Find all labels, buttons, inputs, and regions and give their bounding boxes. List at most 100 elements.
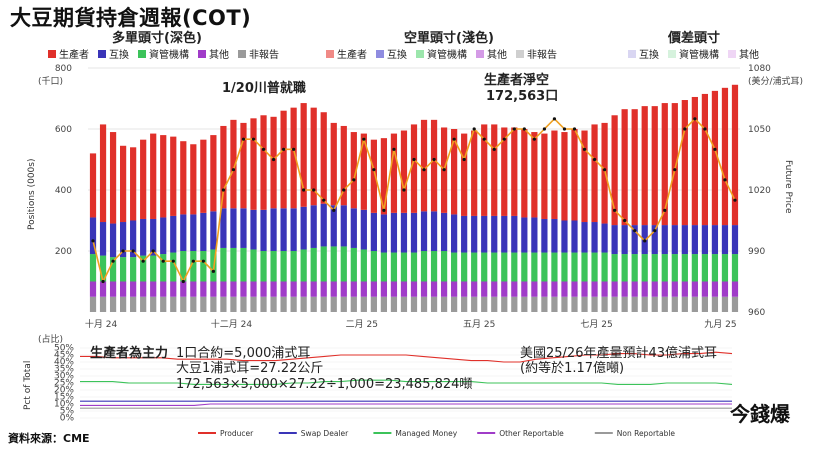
bar-segment bbox=[270, 281, 277, 297]
producer-main-label: 生產者為主力 bbox=[90, 345, 168, 361]
bar-segment bbox=[521, 129, 528, 218]
bar-segment bbox=[300, 296, 307, 312]
bar-segment bbox=[651, 281, 658, 297]
bar-segment bbox=[481, 215, 488, 253]
x-tick-label: 十月 24 bbox=[85, 318, 118, 330]
bar-segment bbox=[721, 296, 729, 312]
bar-segment bbox=[390, 212, 398, 253]
bar-segment bbox=[651, 296, 658, 312]
bar-segment bbox=[300, 281, 307, 297]
bar-segment bbox=[200, 281, 207, 297]
pct-y-tick-label: 5% bbox=[60, 407, 75, 417]
bar-segment bbox=[571, 296, 578, 312]
bar-segment bbox=[140, 139, 147, 219]
bar-segment bbox=[109, 132, 117, 224]
bar-segment bbox=[701, 281, 709, 297]
bar-segment bbox=[140, 296, 147, 312]
bar-segment bbox=[320, 203, 327, 247]
pct-legend-label: Other Reportable bbox=[499, 429, 564, 438]
bar-segment bbox=[601, 281, 608, 297]
bar-segment bbox=[611, 254, 618, 282]
bar-segment bbox=[591, 222, 598, 253]
pct-y-tick-label: 25% bbox=[54, 379, 74, 389]
bar-segment bbox=[531, 217, 538, 253]
pct-y-tick-label: 40% bbox=[54, 358, 74, 368]
price-point bbox=[613, 208, 617, 212]
price-point bbox=[562, 127, 567, 131]
price-point bbox=[693, 117, 697, 121]
bar-segment bbox=[340, 125, 347, 206]
y2-unit-label: (美分/浦式耳) bbox=[748, 75, 803, 87]
pct-y-tick-label: 30% bbox=[54, 372, 74, 382]
bar-segment bbox=[671, 296, 678, 312]
bar-segment bbox=[250, 118, 257, 210]
contract-line-3: 172,563×5,000×27.22÷1,000=23,485,824噸 bbox=[176, 377, 472, 392]
price-line bbox=[91, 117, 737, 284]
price-point bbox=[332, 208, 336, 212]
bar-segment bbox=[461, 281, 468, 297]
bar-segment bbox=[591, 252, 598, 282]
bar-segment bbox=[721, 87, 729, 226]
bar-segment bbox=[551, 281, 558, 297]
bar-segment bbox=[641, 281, 648, 297]
bar-segment bbox=[420, 211, 428, 251]
legend-swatch bbox=[376, 50, 384, 58]
bar-segment bbox=[721, 225, 729, 255]
bar-segment bbox=[711, 225, 719, 255]
bar-segment bbox=[170, 296, 177, 312]
legend-swatch bbox=[98, 50, 106, 58]
price-point bbox=[342, 188, 346, 192]
main-y2-ticks: 960 990 1020 1050 1080 bbox=[748, 64, 771, 318]
bar-segment bbox=[89, 153, 97, 218]
bar-segment bbox=[711, 281, 719, 297]
x-tick-label: 七月 25 bbox=[580, 319, 612, 330]
bar-segment bbox=[360, 249, 367, 282]
price-point bbox=[572, 127, 577, 131]
bar-segment bbox=[170, 281, 177, 297]
bar-segment bbox=[541, 252, 548, 282]
main-x-ticks: 十月 24 十二月 24 二月 25 五月 25 七月 25 九月 25 bbox=[85, 318, 737, 330]
bar-segment bbox=[370, 281, 377, 297]
bar-segment bbox=[150, 133, 157, 219]
price-point bbox=[402, 188, 406, 192]
price-point bbox=[382, 208, 386, 212]
bar-segment bbox=[370, 296, 377, 312]
bar-segment bbox=[300, 206, 307, 250]
price-point bbox=[121, 249, 125, 253]
bar-segment bbox=[430, 281, 438, 297]
bar-segment bbox=[661, 225, 668, 255]
bar-segment bbox=[130, 281, 137, 297]
y2-tick-label: 1050 bbox=[748, 125, 771, 135]
legend-swatch bbox=[416, 50, 424, 58]
bar-segment bbox=[501, 252, 508, 282]
bar-segment bbox=[481, 252, 488, 282]
bar-segment bbox=[701, 296, 709, 312]
bar-segment bbox=[310, 107, 317, 206]
price-point bbox=[683, 127, 687, 131]
bar-segment bbox=[360, 209, 367, 250]
bar-segment bbox=[440, 281, 448, 297]
legend-label: 其他 bbox=[487, 48, 507, 61]
bar-segment bbox=[410, 212, 418, 253]
bar-segment bbox=[691, 281, 698, 297]
bar-segment bbox=[661, 103, 668, 226]
pct-lines bbox=[80, 351, 733, 409]
bar-segment bbox=[330, 122, 337, 206]
legend-label: 生產者 bbox=[59, 48, 89, 61]
price-point bbox=[282, 147, 286, 151]
bar-segment bbox=[541, 281, 548, 297]
bar-segment bbox=[390, 252, 398, 282]
bar-segment bbox=[581, 130, 588, 223]
bar-segment bbox=[471, 281, 478, 297]
price-point bbox=[221, 188, 226, 192]
bar-segment bbox=[561, 252, 568, 282]
bar-segment bbox=[420, 119, 428, 212]
pct-unit-label: (占比) bbox=[38, 333, 63, 345]
price-point bbox=[482, 137, 486, 141]
bar-segment bbox=[611, 281, 618, 297]
price-point bbox=[552, 117, 557, 121]
bar-segment bbox=[641, 254, 648, 282]
price-point bbox=[412, 157, 416, 162]
bar-segment bbox=[451, 281, 458, 297]
bar-segment bbox=[681, 225, 688, 255]
